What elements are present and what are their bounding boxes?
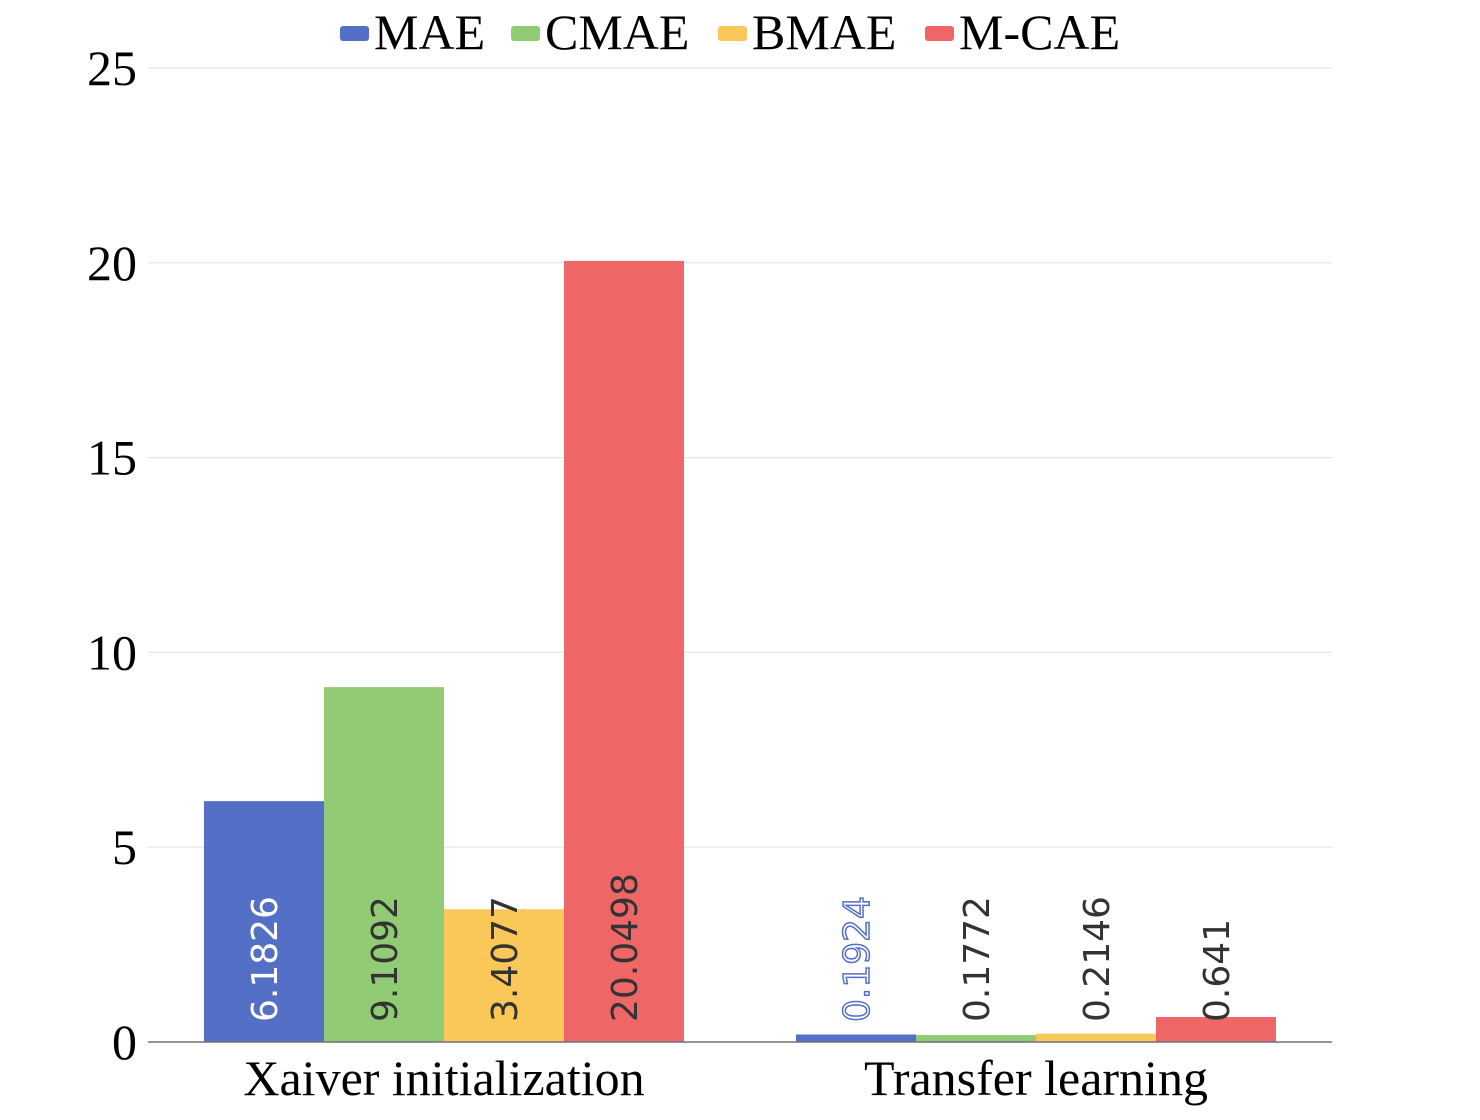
data-label-mae-0: 6.1826: [245, 896, 286, 1022]
data-labels: 6.1826 9.1092 3.4077 20.0498 0.1924 0.1772 0.2…: [245, 873, 1238, 1023]
bar-bmae-1[interactable]: [1036, 1033, 1156, 1042]
bar-mae-1[interactable]: [796, 1034, 916, 1042]
data-label-mae-1: 0.1924: [837, 896, 878, 1022]
legend-item-mae[interactable]: MAE: [340, 4, 485, 60]
y-tick-label: 25: [87, 40, 137, 96]
bar-m-cae-1[interactable]: [1156, 1017, 1276, 1042]
bar-cmae-1[interactable]: [916, 1035, 1036, 1042]
data-label-bmae-1: 0.2146: [1077, 896, 1118, 1022]
legend-swatch: [340, 26, 369, 41]
x-axis-categories: Xaiver initialization Transfer learning: [243, 1050, 1208, 1106]
legend-label: CMAE: [545, 4, 689, 60]
bar-m-cae-0[interactable]: [564, 260, 684, 1042]
legend-label: BMAE: [752, 4, 896, 60]
data-label-bmae-0: 3.4077: [485, 896, 526, 1022]
x-category-label: Xaiver initialization: [243, 1050, 644, 1106]
bars: [204, 260, 1276, 1042]
x-category-label: Transfer learning: [864, 1050, 1208, 1106]
bar-bmae-0[interactable]: [444, 909, 564, 1042]
y-tick-label: 5: [112, 819, 137, 875]
data-label-m-cae-0: 20.0498: [605, 873, 646, 1022]
legend-swatch: [511, 26, 540, 41]
data-label-m-cae-1: 0.641: [1197, 919, 1238, 1022]
legend-label: M-CAE: [959, 4, 1120, 60]
legend-item-bmae[interactable]: BMAE: [718, 4, 896, 60]
legend-swatch: [925, 26, 954, 41]
data-label-cmae-0: 9.1092: [365, 896, 406, 1022]
y-axis-ticks: 0 5 10 15 20 25: [87, 40, 137, 1070]
legend-item-cmae[interactable]: CMAE: [511, 4, 689, 60]
legend-item-m-cae[interactable]: M-CAE: [925, 4, 1120, 60]
y-tick-label: 0: [112, 1014, 137, 1070]
legend[interactable]: MAE CMAE BMAE M-CAE: [340, 4, 1120, 60]
y-tick-label: 20: [87, 235, 137, 291]
bar-mae-0[interactable]: [204, 801, 324, 1042]
grid-lines: [148, 67, 1332, 848]
y-tick-label: 15: [87, 430, 137, 486]
data-label-cmae-1: 0.1772: [957, 896, 998, 1022]
bar-cmae-0[interactable]: [324, 687, 444, 1042]
legend-swatch: [718, 26, 747, 41]
legend-label: MAE: [374, 4, 485, 60]
y-tick-label: 10: [87, 624, 137, 680]
